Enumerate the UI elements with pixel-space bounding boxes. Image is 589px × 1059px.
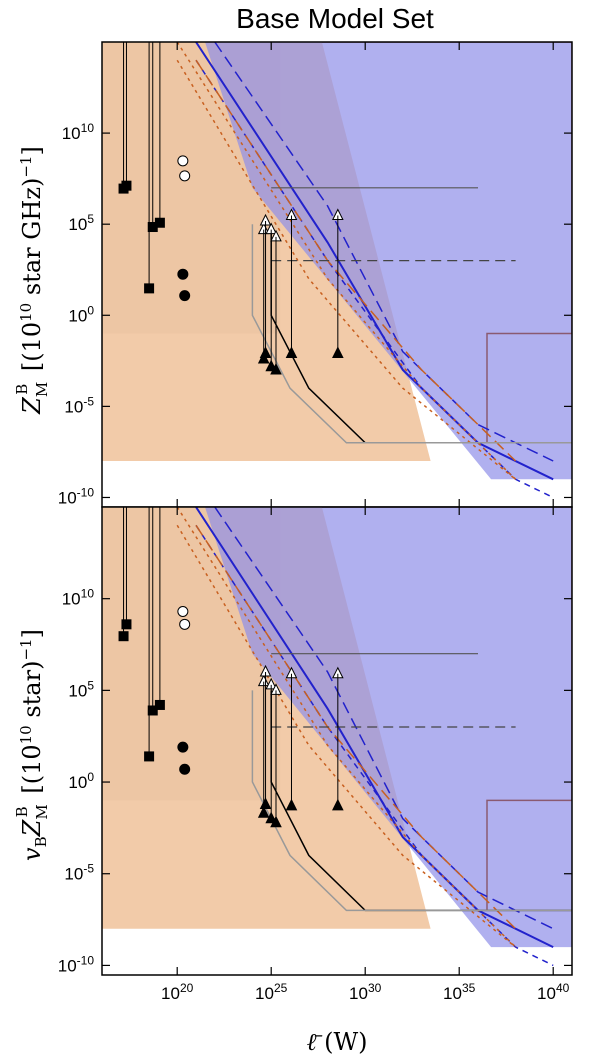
bottom-limits	[118, 507, 344, 828]
bottom-y-axis-label: vBZMB [(1010 star)−1]	[13, 629, 51, 861]
curve-5	[176, 42, 517, 480]
curve-3	[195, 59, 554, 499]
purple-boundary	[321, 42, 572, 443]
limit-circle-8	[177, 268, 189, 280]
curve-3	[195, 524, 554, 967]
y-tick-label: 10-5	[64, 394, 94, 416]
x-tick-label: 1020	[161, 981, 194, 1003]
top-ticks: 10-10 10-5 100 105 1010	[58, 42, 572, 507]
limit-circle-9	[179, 290, 191, 302]
y-tick-label: 1010	[62, 121, 95, 143]
gray-curve	[251, 690, 572, 912]
gray-curve	[251, 224, 572, 444]
bottom-regions	[102, 507, 572, 948]
limit-circle-8	[177, 741, 189, 753]
limit-square-3	[144, 42, 155, 294]
limit-circle-9	[179, 763, 191, 775]
x-tick-label: 1040	[537, 981, 570, 1003]
limit-circle-open-6	[177, 605, 189, 617]
y-tick-label: 10-5	[64, 862, 94, 884]
curve-2	[214, 42, 554, 462]
limit-circle-open-7	[179, 618, 191, 630]
purple-boundary	[321, 507, 572, 911]
limit-square-1	[118, 507, 129, 642]
bottom-ticks: 10-10 10-5 100 105 1010 1020 1025 1030 1035 1040	[58, 507, 572, 1003]
curve-5	[176, 507, 517, 948]
curve-4	[195, 59, 517, 462]
y-tick-label: 105	[68, 212, 94, 234]
limit-square-5	[154, 507, 165, 710]
y-tick-label: 100	[68, 770, 94, 792]
x-tick-label: 1025	[255, 981, 288, 1003]
top-panel: 10-10 10-5 100 105 1010 ZMB [(1010 star GHz)…	[13, 41, 573, 508]
bottom-axes-frame	[101, 506, 573, 976]
x-tick-label: 1035	[443, 981, 476, 1003]
top-curves	[176, 42, 572, 499]
limit-square-4	[147, 507, 158, 716]
y-tick-label: 10-10	[58, 953, 95, 975]
orange-region	[102, 507, 478, 929]
y-tick-label: 1010	[62, 587, 95, 609]
bottom-plot-area	[102, 507, 572, 967]
limit-square-4	[147, 42, 158, 233]
y-tick-label: 10-10	[58, 485, 95, 507]
limit-square-2	[121, 507, 132, 630]
y-tick-label: 100	[68, 303, 94, 325]
limit-circle-open-6	[177, 155, 189, 167]
x-axis-label: ℓ̄ (W)	[306, 1028, 367, 1056]
curve-2	[214, 507, 554, 930]
top-plot-area	[102, 42, 572, 499]
curve-1	[195, 42, 554, 481]
x-tick-label: 1030	[349, 981, 382, 1003]
curve-6	[176, 524, 517, 948]
limit-circle-open-7	[179, 170, 191, 182]
curve-1	[195, 507, 554, 948]
curve-6	[176, 59, 517, 480]
limit-square-2	[121, 42, 132, 191]
orange-region	[102, 42, 478, 461]
top-y-axis-label: ZMB [(1010 star GHz)−1]	[13, 146, 51, 415]
y-tick-label: 105	[68, 678, 94, 700]
limit-square-5	[154, 42, 165, 228]
curve-4	[195, 524, 517, 930]
top-limits	[118, 42, 344, 375]
chart-title: Base Model Set	[236, 3, 434, 34]
